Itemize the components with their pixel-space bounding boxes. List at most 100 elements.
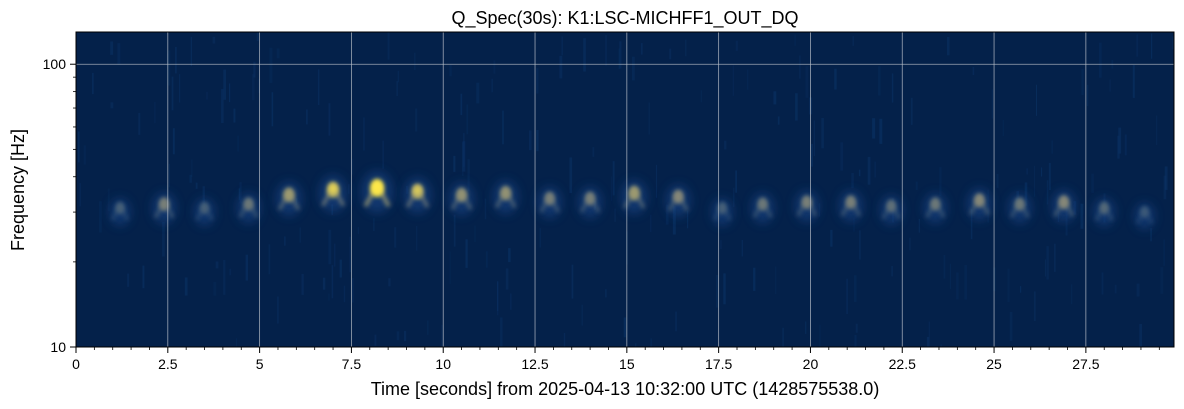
noise-streak	[117, 43, 121, 65]
noise-streak	[79, 183, 81, 207]
noise-streak	[229, 83, 231, 103]
noise-streak	[830, 229, 833, 247]
noise-streak	[859, 230, 861, 260]
noise-streak	[939, 167, 942, 197]
noise-streak	[655, 164, 658, 198]
noise-streak	[529, 130, 532, 151]
noise-streak	[723, 273, 726, 305]
noise-streak	[928, 321, 930, 347]
noise-streak	[331, 265, 334, 299]
noise-streak	[675, 311, 677, 332]
noise-streak	[811, 143, 813, 167]
noise-streak	[463, 133, 465, 167]
blob-core	[801, 195, 813, 210]
signal-blob	[493, 180, 519, 214]
noise-streak	[1033, 165, 1035, 197]
blob-core	[628, 185, 641, 201]
noise-streak	[819, 324, 821, 347]
noise-streak	[374, 334, 377, 346]
noise-streak	[741, 240, 743, 257]
noise-streak	[799, 55, 801, 79]
noise-streak	[299, 227, 301, 243]
noise-streak	[1024, 182, 1028, 206]
noise-streak	[476, 82, 480, 104]
noise-streak	[397, 70, 399, 83]
blob-core	[115, 202, 125, 215]
noise-streak	[805, 321, 807, 334]
noise-streak	[700, 90, 702, 103]
noise-streak	[539, 228, 541, 248]
noise-streak	[239, 182, 242, 204]
noise-streak	[910, 97, 913, 125]
noise-streak	[172, 128, 175, 155]
noise-streak	[474, 225, 476, 242]
noise-streak	[563, 333, 566, 347]
noise-streak	[317, 69, 320, 105]
noise-streak	[322, 277, 326, 290]
noise-streak	[1114, 284, 1117, 294]
noise-streak	[462, 142, 464, 177]
noise-streak	[251, 74, 255, 101]
noise-streak	[773, 91, 777, 105]
noise-streak	[167, 50, 171, 86]
x-tick-label: 0	[72, 356, 80, 372]
blob-core	[158, 197, 170, 211]
noise-streak	[583, 38, 586, 72]
noise-streak	[669, 48, 672, 60]
noise-streak	[794, 34, 796, 46]
noise-streak	[175, 47, 177, 74]
noise-streak	[1132, 65, 1135, 98]
noise-streak	[352, 278, 354, 303]
noise-streak	[891, 266, 893, 277]
signal-blobs	[109, 171, 1155, 230]
grid-lines	[76, 32, 1174, 347]
noise-streak	[614, 208, 616, 222]
noise-streak	[610, 176, 612, 201]
signal-blob	[361, 171, 393, 213]
noise-streak	[415, 108, 418, 132]
signal-blob	[1008, 193, 1032, 224]
noise-streak	[189, 174, 192, 183]
noise-streak	[99, 201, 102, 233]
noise-streak	[684, 39, 687, 57]
noise-streak	[719, 240, 722, 249]
noise-streak	[872, 118, 876, 139]
noise-streak	[536, 130, 539, 152]
noise-streak	[162, 221, 165, 257]
noise-streak	[753, 267, 756, 291]
noise-streak	[485, 251, 488, 268]
noise-streak	[834, 68, 837, 90]
noise-streak	[1054, 243, 1056, 272]
noise-streak	[1036, 84, 1037, 116]
noise-streak	[107, 188, 110, 211]
noise-streak	[672, 206, 676, 235]
noise-streak	[357, 227, 360, 234]
noise-streak	[571, 264, 574, 299]
blob-core	[717, 202, 727, 215]
noise-streak	[414, 52, 416, 70]
noise-streak	[416, 225, 418, 251]
noise-streak	[235, 338, 238, 347]
signal-blob	[1051, 190, 1076, 223]
signal-blob	[751, 193, 774, 224]
noise-streak	[746, 69, 749, 90]
noise-streak	[127, 273, 130, 287]
plot-area	[75, 31, 1175, 348]
blob-core	[845, 195, 857, 210]
signal-blob	[967, 188, 992, 221]
blob-core	[1140, 206, 1150, 218]
blob-core	[930, 197, 941, 211]
noise-streak	[853, 217, 855, 232]
signal-blob	[109, 198, 131, 226]
signal-blob	[319, 175, 347, 213]
noise-streak	[505, 268, 509, 290]
blob-core	[584, 191, 596, 206]
noise-streak	[1026, 168, 1029, 175]
noise-streak	[735, 40, 738, 51]
noise-streak	[449, 65, 452, 77]
noise-streak	[462, 141, 466, 172]
noise-streak	[1046, 246, 1049, 280]
noise-streak	[632, 56, 635, 81]
noise-streak	[956, 272, 959, 300]
